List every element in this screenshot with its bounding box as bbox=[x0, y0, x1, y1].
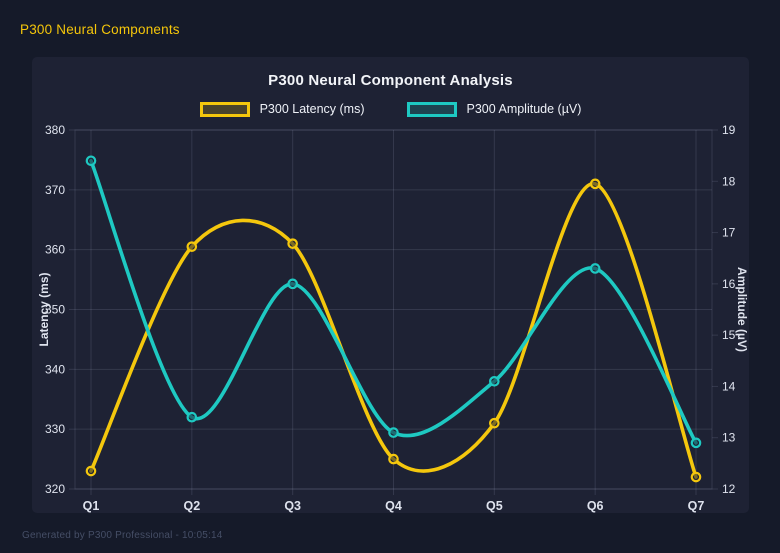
y-axis-tick-right: 17 bbox=[722, 226, 736, 240]
y-axis-tick-right: 18 bbox=[722, 174, 736, 188]
y-axis-tick-left: 360 bbox=[45, 243, 65, 257]
legend-label: P300 Latency (ms) bbox=[259, 102, 365, 116]
data-point[interactable] bbox=[589, 263, 601, 274]
x-axis-tick: Q6 bbox=[587, 499, 604, 513]
footer-status: Generated by P300 Professional - 10:05:1… bbox=[22, 530, 223, 541]
x-axis-tick: Q2 bbox=[183, 499, 200, 513]
y-axis-tick-left: 350 bbox=[45, 303, 65, 317]
data-point[interactable] bbox=[388, 427, 399, 438]
y-axis-tick-right: 14 bbox=[722, 379, 736, 393]
y-axis-tick-right: 12 bbox=[722, 482, 736, 496]
y-axis-title-left: Latency (ms) bbox=[37, 272, 51, 346]
legend-item-amplitude[interactable]: P300 Amplitude (µV) bbox=[406, 101, 582, 117]
y-axis-tick-left: 330 bbox=[45, 422, 65, 436]
data-point[interactable] bbox=[489, 417, 500, 429]
chart-panel: P300 Neural Component Analysis P300 Late… bbox=[32, 57, 749, 513]
data-point[interactable] bbox=[287, 278, 298, 290]
y-axis-title-right: Amplitude (µV) bbox=[735, 267, 749, 352]
y-axis-tick-right: 16 bbox=[722, 277, 736, 291]
data-point[interactable] bbox=[690, 471, 702, 483]
data-point[interactable] bbox=[85, 155, 97, 167]
data-point[interactable] bbox=[287, 238, 298, 249]
x-axis-tick: Q5 bbox=[486, 499, 503, 513]
chart-title: P300 Neural Component Analysis bbox=[268, 72, 513, 89]
y-axis-tick-left: 320 bbox=[45, 482, 65, 496]
legend-color-swatch bbox=[199, 101, 250, 117]
x-axis-tick: Q7 bbox=[688, 499, 705, 513]
chart-legend: P300 Latency (ms) P300 Amplitude (µV) bbox=[32, 100, 749, 118]
legend-item-latency[interactable]: P300 Latency (ms) bbox=[199, 101, 365, 117]
x-axis-tick: Q4 bbox=[385, 499, 402, 513]
data-point[interactable] bbox=[589, 178, 601, 190]
x-axis-tick: Q1 bbox=[83, 499, 100, 513]
data-point[interactable] bbox=[489, 375, 500, 387]
y-axis-tick-right: 13 bbox=[722, 431, 736, 445]
plot-border bbox=[74, 129, 713, 490]
line-chart[interactable]: 380 370 360 350 340 330 320 19 18 17 16 15 14 13 12 Q1 Q… bbox=[32, 122, 749, 513]
page-title: P300 Neural Components bbox=[20, 22, 180, 37]
y-axis-tick-left: 380 bbox=[45, 123, 65, 137]
y-axis-tick-left: 340 bbox=[45, 362, 65, 376]
data-point[interactable] bbox=[85, 465, 97, 477]
y-axis-tick-right: 19 bbox=[722, 123, 736, 137]
legend-color-swatch bbox=[406, 101, 457, 117]
y-axis-tick-right: 15 bbox=[722, 328, 736, 342]
data-point[interactable] bbox=[388, 453, 399, 465]
data-point[interactable] bbox=[186, 411, 198, 423]
data-point[interactable] bbox=[186, 241, 198, 252]
x-axis-tick: Q3 bbox=[284, 499, 301, 513]
data-point[interactable] bbox=[690, 437, 702, 449]
legend-label: P300 Amplitude (µV) bbox=[466, 102, 582, 116]
y-axis-tick-left: 370 bbox=[45, 183, 65, 197]
